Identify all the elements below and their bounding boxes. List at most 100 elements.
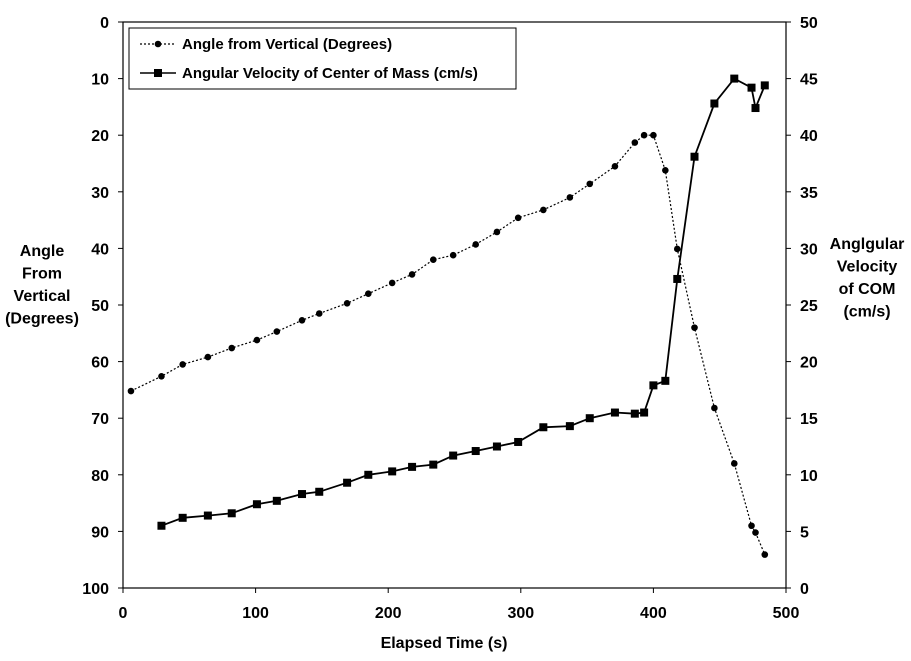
velocity-point (760, 81, 769, 90)
angle-point (158, 373, 165, 380)
angle-point (640, 131, 648, 139)
velocity-point (585, 414, 594, 423)
legend: Angle from Vertical (Degrees) Angular Ve… (128, 27, 517, 90)
right-tick-label: 25 (800, 298, 818, 315)
velocity-point (492, 442, 501, 451)
x-tick-label: 300 (507, 605, 534, 622)
angle-point (204, 353, 212, 361)
velocity-point (661, 376, 670, 385)
angle-point (761, 551, 769, 558)
right-axis-title: Anglgular Velocity of COM (cm/s) (830, 236, 905, 321)
angle-point (273, 328, 281, 335)
velocity-point (640, 408, 649, 417)
right-tick-label: 35 (800, 185, 818, 202)
angle-point (228, 344, 236, 352)
velocity-point (539, 423, 548, 432)
velocity-point (227, 509, 236, 518)
angle-point (408, 271, 416, 278)
left-tick-label: 40 (91, 241, 109, 258)
angle-point (691, 324, 698, 331)
legend-label-velocity: Angular Velocity of Center of Mass (cm/s… (182, 65, 478, 82)
angle-point (472, 241, 480, 248)
angle-point (449, 251, 457, 259)
right-tick-label: 30 (800, 241, 818, 258)
angle-point (752, 529, 759, 536)
left-tick-label: 10 (91, 72, 109, 89)
left-tick-label: 60 (91, 355, 109, 372)
velocity-point (178, 513, 187, 522)
velocity-point (673, 274, 682, 283)
velocity-point (408, 462, 417, 471)
left-tick-label: 0 (100, 15, 109, 32)
angle-point (493, 228, 501, 236)
angle-point (566, 194, 574, 201)
left-tick-label: 50 (91, 298, 109, 315)
velocity-point (610, 408, 619, 417)
x-tick-label: 200 (375, 605, 402, 622)
right-tick-label: 50 (800, 15, 818, 32)
velocity-point (471, 447, 480, 456)
velocity-point (298, 490, 307, 499)
right-axis-title-line: Anglgular (830, 236, 905, 253)
left-tick-label: 90 (91, 524, 109, 541)
left-tick-label: 20 (91, 128, 109, 145)
x-axis-ticks: 0 100 200 300 400 500 (119, 588, 800, 622)
right-tick-label: 15 (800, 411, 818, 428)
angle-point (429, 256, 437, 264)
left-axis-title: Angle From Vertical (Degrees) (5, 243, 79, 328)
angle-point (388, 279, 396, 287)
velocity-point (514, 437, 523, 446)
velocity-point (315, 487, 324, 496)
x-tick-label: 500 (773, 605, 800, 622)
angle-point (253, 336, 261, 344)
right-axis-title-line: Velocity (837, 259, 898, 276)
angle-point (343, 300, 351, 307)
left-axis-title-line: (Degrees) (5, 311, 79, 328)
velocity-point (565, 422, 574, 431)
legend-marker-velocity (154, 69, 162, 77)
angle-point (514, 214, 522, 222)
angle-point (315, 310, 323, 317)
left-axis-ticks: 0 10 20 30 40 50 60 70 80 90 100 (82, 15, 123, 598)
right-tick-label: 40 (800, 128, 818, 145)
right-axis-title-line: (cm/s) (843, 304, 890, 321)
velocity-point (649, 381, 658, 390)
legend-box (128, 27, 517, 90)
left-axis-title-line: Vertical (14, 288, 71, 305)
left-axis-title-line: Angle (20, 243, 65, 260)
velocity-point (710, 99, 719, 108)
left-axis-title-line: From (22, 266, 62, 283)
velocity-point (751, 104, 760, 113)
plot-frame (122, 21, 787, 589)
angle-point (127, 387, 135, 395)
left-tick-label: 30 (91, 185, 109, 202)
right-tick-label: 10 (800, 468, 818, 485)
angle-point (748, 522, 755, 530)
angle-point (711, 404, 718, 412)
velocity-point (272, 496, 281, 505)
velocity-point (747, 83, 756, 92)
angle-point (730, 460, 738, 467)
x-tick-label: 0 (119, 605, 128, 622)
angle-point (365, 290, 372, 297)
angle-point (611, 163, 619, 170)
velocity-point (203, 511, 212, 520)
left-tick-label: 100 (82, 581, 109, 598)
velocity-point (449, 451, 458, 460)
angle-point (540, 206, 547, 214)
angle-point (650, 131, 657, 139)
x-tick-label: 100 (242, 605, 269, 622)
right-axis-title-line: of COM (839, 281, 896, 298)
left-tick-label: 80 (91, 468, 109, 485)
velocity-point (429, 460, 438, 469)
right-tick-label: 45 (800, 72, 818, 89)
velocity-point (630, 409, 639, 418)
angle-point (586, 180, 594, 188)
x-tick-label: 400 (640, 605, 667, 622)
legend-label-angle: Angle from Vertical (Degrees) (182, 36, 392, 53)
series-line-velocity (161, 77, 766, 527)
velocity-point (157, 521, 166, 530)
angle-point (662, 166, 669, 174)
velocity-point (343, 478, 352, 487)
velocity-point (252, 500, 261, 509)
